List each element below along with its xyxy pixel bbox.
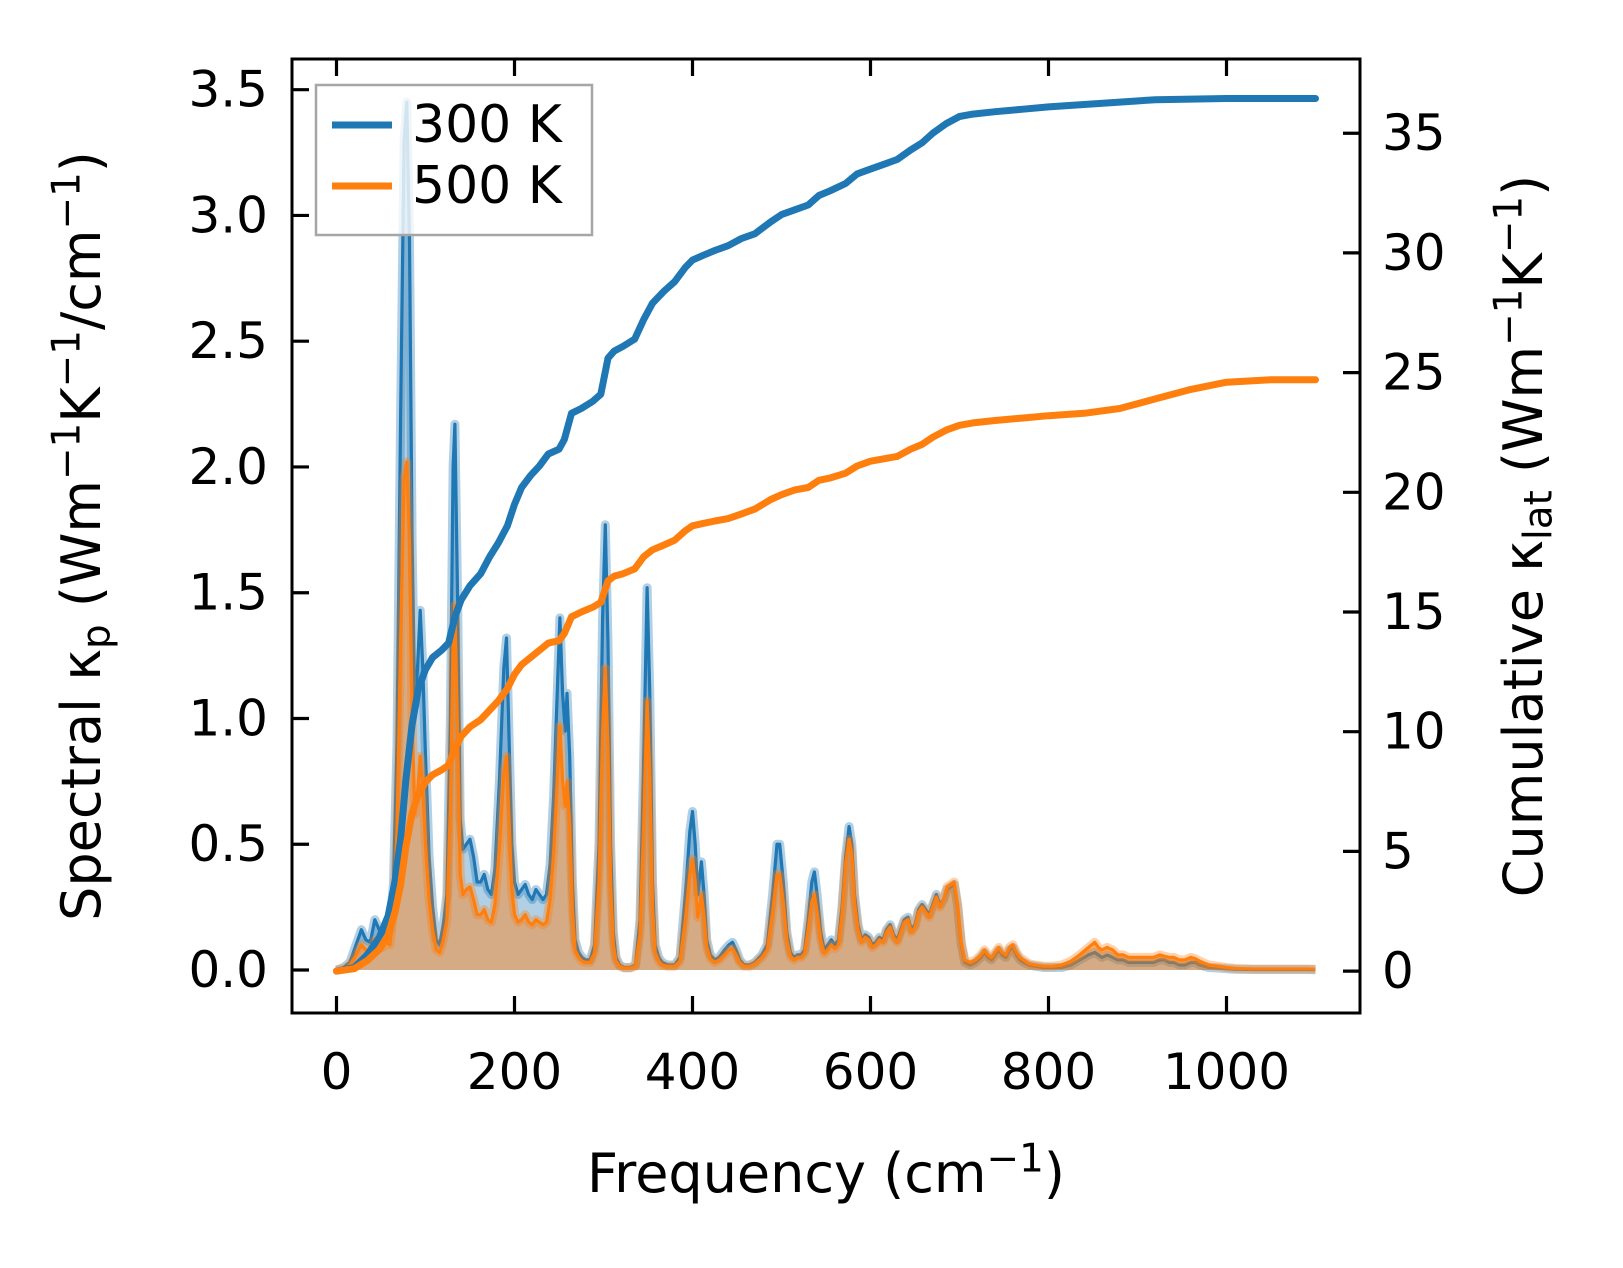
cumulative_500K-line: [333, 376, 1319, 975]
x-tick-label: 600: [823, 1043, 918, 1101]
y-right-tick-label: 5: [1382, 822, 1414, 880]
y-right-tick-label: 10: [1382, 703, 1446, 761]
y-right-tick-label: 35: [1382, 104, 1446, 162]
y-left-tick-label: 3.5: [188, 61, 268, 119]
spectral_500K-line: [336, 460, 1316, 972]
y-right-tick-label: 30: [1382, 224, 1446, 282]
y-left-tick-label: 2.0: [188, 438, 268, 496]
x-axis-label: Frequency (cm−1): [587, 1137, 1065, 1206]
y-left-tick-label: 3.0: [188, 186, 268, 244]
plot-area: [333, 95, 1319, 975]
y-left-tick-label: 0.5: [188, 815, 268, 873]
legend-box: [314, 83, 594, 237]
y-right-axis-label: Cumulative κlat (Wm−1K−1): [1487, 175, 1562, 897]
y-right-tick-label: 25: [1382, 344, 1446, 402]
legend-label: 500 K: [412, 156, 564, 216]
legend-label: 300 K: [412, 95, 564, 155]
x-tick-label: 200: [467, 1043, 562, 1101]
y-left-tick-label: 0.0: [188, 941, 268, 999]
x-tick-label: 400: [645, 1043, 740, 1101]
y-right-tick-label: 20: [1382, 463, 1446, 521]
x-tick-label: 0: [321, 1043, 353, 1101]
y-right-tick-label: 15: [1382, 583, 1446, 641]
cumulative_300K-line: [333, 95, 1319, 975]
y-left-tick-label: 2.5: [188, 312, 268, 370]
x-tick-label: 800: [1001, 1043, 1096, 1101]
y-left-tick-label: 1.5: [188, 564, 268, 622]
y-left-tick-label: 1.0: [188, 689, 268, 747]
y-left-axis-label: Spectral κp (Wm−1K−1/cm−1): [45, 151, 120, 921]
x-tick-label: 1000: [1163, 1043, 1290, 1101]
ticks: 0 200 400 600 800 10000.00.51.01.52.02.53.03.…: [188, 59, 1446, 1101]
axes-frame: [290, 57, 1362, 1015]
y-right-tick-label: 0: [1382, 942, 1414, 1000]
